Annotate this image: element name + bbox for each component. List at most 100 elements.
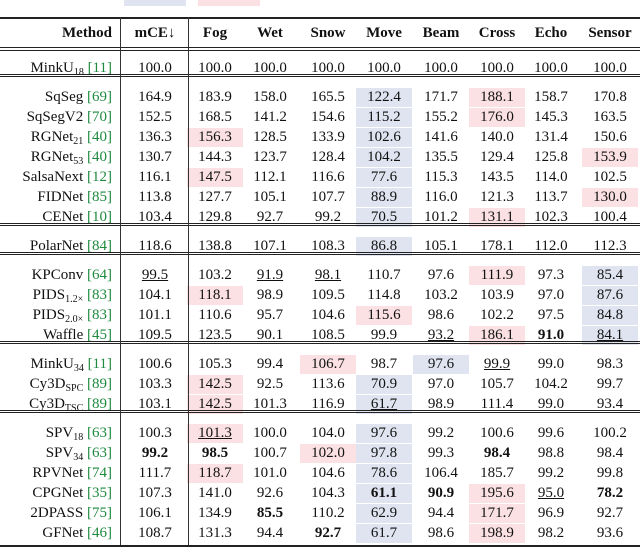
legend-swatch bbox=[124, 0, 186, 6]
score-cell: 130.7 bbox=[127, 148, 183, 167]
score-cell: 150.6 bbox=[582, 128, 638, 147]
score-value: 102.0 bbox=[311, 444, 345, 461]
score-value: 131.1 bbox=[480, 208, 514, 225]
score-cell: 129.8 bbox=[187, 208, 243, 227]
rule-line bbox=[0, 409, 640, 411]
rule-line bbox=[0, 47, 640, 48]
score-cell: 198.9 bbox=[469, 523, 525, 543]
score-cell: 100.0 bbox=[242, 424, 298, 443]
column-header: Cross bbox=[463, 24, 531, 43]
score-cell: 99.0 bbox=[523, 395, 579, 414]
method-name: SqSegV2 [70] bbox=[0, 108, 112, 127]
score-cell: 107.1 bbox=[242, 237, 298, 256]
score-value: 101.1 bbox=[138, 306, 172, 323]
score-value: 103.1 bbox=[138, 395, 172, 412]
score-value: 108.7 bbox=[138, 524, 172, 541]
score-value: 107.7 bbox=[311, 188, 345, 205]
score-value: 104.0 bbox=[311, 424, 345, 441]
score-value: 100.4 bbox=[593, 208, 627, 225]
score-cell: 143.5 bbox=[469, 168, 525, 187]
score-cell: 164.9 bbox=[127, 88, 183, 107]
score-value: 142.5 bbox=[198, 395, 232, 412]
method-name: GFNet [46] bbox=[0, 524, 112, 543]
score-cell: 98.6 bbox=[413, 306, 469, 325]
method-text: RPVNet bbox=[32, 464, 84, 481]
method-subscript: 18 bbox=[73, 431, 84, 443]
score-cell: 185.7 bbox=[469, 464, 525, 483]
score-cell: 98.2 bbox=[523, 524, 579, 543]
score-value: 101.3 bbox=[198, 424, 232, 441]
method-text: CPGNet bbox=[32, 484, 84, 501]
method-text: CENet bbox=[42, 208, 84, 225]
legend-swatch bbox=[198, 0, 260, 6]
score-value: 113.7 bbox=[534, 188, 568, 205]
citation: [45] bbox=[87, 326, 112, 343]
score-cell: 107.7 bbox=[300, 188, 356, 207]
score-cell: 104.1 bbox=[127, 286, 183, 305]
score-cell: 118.7 bbox=[187, 463, 243, 483]
score-value: 103.2 bbox=[424, 286, 458, 303]
rule-line bbox=[0, 222, 640, 224]
score-cell: 116.9 bbox=[300, 395, 356, 414]
score-cell: 104.2 bbox=[523, 375, 579, 394]
method-name: RGNet53 [40] bbox=[0, 148, 112, 167]
method-name: MinkU18 [11] bbox=[0, 59, 112, 78]
column-header: Fog bbox=[181, 24, 249, 43]
score-cell: 87.6 bbox=[582, 285, 638, 305]
score-value: 128.4 bbox=[311, 148, 345, 165]
score-cell: 98.5 bbox=[187, 444, 243, 463]
score-value: 108.5 bbox=[311, 326, 345, 343]
score-value: 106.4 bbox=[424, 464, 458, 481]
score-value: 102.5 bbox=[593, 168, 627, 185]
citation: [64] bbox=[87, 266, 112, 283]
method-name: PIDS2.0× [83] bbox=[0, 306, 112, 325]
score-cell: 104.2 bbox=[356, 147, 412, 167]
score-cell: 147.5 bbox=[187, 167, 243, 187]
score-value: 100.0 bbox=[424, 59, 458, 76]
score-cell: 92.5 bbox=[242, 375, 298, 394]
score-value: 99.9 bbox=[483, 355, 511, 372]
citation: [75] bbox=[87, 504, 112, 521]
score-cell: 153.9 bbox=[582, 147, 638, 167]
score-cell: 61.1 bbox=[356, 483, 412, 503]
score-value: 103.4 bbox=[138, 208, 172, 225]
header-text: Move bbox=[366, 25, 402, 41]
score-value: 171.7 bbox=[480, 504, 514, 521]
score-value: 86.8 bbox=[370, 237, 398, 254]
score-cell: 100.3 bbox=[127, 424, 183, 443]
score-value: 133.9 bbox=[311, 128, 345, 145]
method-name: Waffle [45] bbox=[0, 326, 112, 345]
score-cell: 131.1 bbox=[469, 207, 525, 227]
score-value: 111.7 bbox=[138, 464, 172, 481]
score-value: 88.9 bbox=[370, 188, 398, 205]
score-value: 98.2 bbox=[537, 524, 565, 541]
score-cell: 144.3 bbox=[187, 148, 243, 167]
score-cell: 109.5 bbox=[300, 286, 356, 305]
score-value: 98.5 bbox=[201, 444, 229, 461]
score-cell: 129.4 bbox=[469, 148, 525, 167]
score-value: 130.7 bbox=[138, 148, 172, 165]
score-cell: 98.1 bbox=[300, 266, 356, 285]
score-cell: 92.7 bbox=[242, 208, 298, 227]
citation: [63] bbox=[87, 444, 112, 461]
score-cell: 98.9 bbox=[413, 395, 469, 414]
score-value: 111.4 bbox=[480, 395, 514, 412]
method-name: FIDNet [85] bbox=[0, 188, 112, 207]
method-name: Cy3DSPC [89] bbox=[0, 375, 112, 394]
score-cell: 93.6 bbox=[582, 524, 638, 543]
score-cell: 103.4 bbox=[127, 208, 183, 227]
score-value: 99.3 bbox=[427, 444, 455, 461]
score-cell: 113.7 bbox=[523, 188, 579, 207]
score-cell: 98.6 bbox=[413, 524, 469, 543]
score-value: 104.2 bbox=[367, 148, 401, 165]
score-cell: 106.1 bbox=[127, 504, 183, 523]
score-cell: 103.2 bbox=[413, 286, 469, 305]
score-value: 98.6 bbox=[427, 524, 455, 541]
score-value: 143.5 bbox=[480, 168, 514, 185]
score-value: 98.4 bbox=[596, 444, 624, 461]
rule-line bbox=[0, 49, 640, 51]
score-cell: 86.8 bbox=[356, 236, 412, 256]
score-value: 142.5 bbox=[198, 375, 232, 392]
score-cell: 97.6 bbox=[413, 354, 469, 374]
score-cell: 110.6 bbox=[187, 306, 243, 325]
